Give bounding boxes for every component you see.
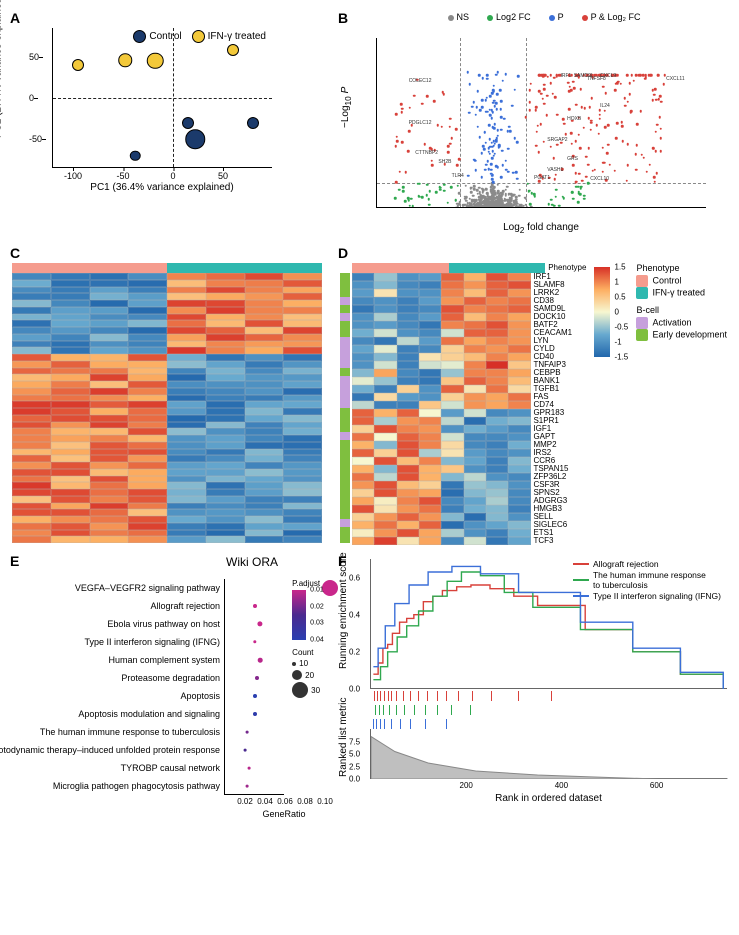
panel-f-ylabel-top: Running enrichment score	[338, 552, 349, 669]
pathway-label: TYROBP causal network	[12, 759, 224, 777]
pca-point	[72, 59, 84, 71]
count-legend: 102030	[292, 659, 322, 698]
panel-b-legend: NSLog2 FCPP & Log₂ FC	[376, 12, 706, 22]
panel-c-label: C	[10, 245, 20, 261]
panel-f: F Allograft rejectionThe human immune re…	[340, 555, 727, 819]
pathway-label: Microglia pathogen phagocytosis pathway	[12, 777, 224, 795]
panel-b-ylabel: −Log10 P	[340, 87, 353, 128]
panel-f-xlabel: Rank in ordered dataset	[370, 793, 727, 804]
gene-label: CTTNBP2	[415, 150, 438, 156]
gene-label: CXCL10	[590, 176, 609, 182]
gene-label: PGAT1	[534, 175, 550, 181]
panel-a: A PC2 (27.4% variance explained) Control…	[12, 12, 322, 235]
gene-label: IL24	[600, 103, 610, 109]
gene-row-label: TCF3	[530, 537, 586, 545]
pathway-dot	[246, 785, 249, 788]
panel-a-plot: Control IFN-γ treated -100-50050-50050	[52, 28, 272, 168]
panel-f-label: F	[338, 553, 347, 569]
phenotype-label: Phenotype	[545, 263, 586, 273]
pathway-dot	[255, 676, 259, 680]
pathway-dot	[253, 694, 257, 698]
padj-colorbar: 0.010.020.030.04	[292, 590, 306, 640]
gene-label: TLR4	[452, 173, 464, 179]
pathway-label: Allograft rejection	[12, 597, 224, 615]
panel-d-legend: 1.510.50-0.5-1-1.5 Phenotype ControlIFN-…	[594, 263, 727, 543]
pca-point	[227, 44, 239, 56]
panel-e-label: E	[10, 553, 19, 569]
panel-d: D Phenotype IRF1SLAMF8LRRK2CD38SAMD9LDOC…	[340, 247, 727, 543]
gene-label: COLEC12	[409, 78, 432, 84]
panel-e-legend: P.adjust 0.010.020.030.04 Count 102030	[292, 579, 322, 795]
pca-point	[182, 117, 194, 129]
count-label: Count	[292, 648, 322, 657]
panel-f-ylabel-bot: Ranked list metric	[338, 698, 349, 777]
pathway-label: Photodynamic therapy–induced unfolded pr…	[12, 741, 224, 759]
pca-point	[130, 150, 141, 161]
gene-label: CXCL11	[666, 76, 685, 82]
pathway-dot	[246, 731, 249, 734]
panel-e-rowlabels: VEGFA–VEGFR2 signaling pathwayAllograft …	[12, 579, 224, 795]
gene-label: IRF1	[561, 73, 572, 79]
pathway-label: Human complement system	[12, 651, 224, 669]
gene-label: CXCL9	[600, 73, 616, 79]
panel-a-ylabel: PC2 (27.4% variance explained)	[0, 0, 4, 138]
phenotype-legend-title: Phenotype	[636, 263, 727, 273]
pca-point	[185, 129, 205, 149]
pathway-dot	[248, 767, 251, 770]
panel-d-label: D	[338, 245, 348, 261]
panel-f-enrichment: 0.00.20.40.6	[370, 559, 727, 689]
legend-control: Control	[149, 31, 181, 42]
gene-label: GRS	[567, 156, 578, 162]
gene-label: VASH1	[547, 167, 563, 173]
legend-ifn: IFN-γ treated	[208, 31, 266, 42]
pathway-label: Apoptosis	[12, 687, 224, 705]
pca-point	[247, 117, 259, 129]
pathway-label: Apoptosis modulation and signaling	[12, 705, 224, 723]
pathway-dot	[253, 640, 256, 643]
pca-point	[118, 53, 132, 67]
pathway-dot	[258, 658, 263, 663]
panel-a-label: A	[10, 10, 20, 26]
panel-a-xlabel: PC1 (36.4% variance explained)	[52, 182, 272, 193]
pathway-dot	[253, 604, 257, 608]
gene-label: SRGAP2	[547, 137, 567, 143]
pca-point	[147, 53, 164, 70]
panel-f-metric: 0.02.55.07.5200400600	[370, 729, 727, 779]
panel-c-topanno	[12, 263, 322, 273]
pathway-dot	[253, 712, 257, 716]
bcell-legend-title: B-cell	[636, 305, 727, 315]
panel-e-title: Wiki ORA	[182, 555, 322, 569]
panel-b-xlabel: Log2 fold change	[376, 222, 706, 235]
pathway-dot	[244, 749, 247, 752]
panel-e-xlabel: GeneRatio	[224, 809, 344, 819]
panel-b-plot: -20246051015COLEC12PDGLC12CTTNBP2SH2BTLR…	[376, 38, 706, 208]
panel-a-legend: Control IFN-γ treated	[133, 30, 266, 43]
pathway-dot	[322, 580, 338, 596]
gene-label: HOXB	[567, 116, 581, 122]
panel-e-dotplot: 0.020.040.060.080.10	[224, 579, 284, 795]
panel-b: B NSLog2 FCPP & Log₂ FC −Log10 P -202460…	[340, 12, 727, 235]
heatmap-colorbar: 1.510.50-0.5-1-1.5	[594, 267, 610, 357]
pathway-label: Type II interferon signaling (IFNG)	[12, 633, 224, 651]
pathway-dot	[257, 621, 262, 626]
pathway-label: Proteasome degradation	[12, 669, 224, 687]
panel-c: C	[12, 247, 322, 543]
panel-b-label: B	[338, 10, 348, 26]
panel-d-topanno	[352, 263, 545, 273]
pathway-label: Ebola virus pathway on host	[12, 615, 224, 633]
gene-label: SH2B	[438, 159, 451, 165]
panel-c-heatmap	[12, 273, 322, 543]
panel-d-sideanno	[340, 273, 350, 543]
gene-label: PDGLC12	[409, 120, 432, 126]
pathway-label: The human immune response to tuberculosi…	[12, 723, 224, 741]
panel-d-heatmap: IRF1SLAMF8LRRK2CD38SAMD9LDOCK10BATF2CEAC…	[352, 273, 586, 545]
panel-f-rankticks	[370, 689, 727, 729]
pathway-label: VEGFA–VEGFR2 signaling pathway	[12, 579, 224, 597]
panel-e: E Wiki ORA VEGFA–VEGFR2 signaling pathwa…	[12, 555, 322, 819]
